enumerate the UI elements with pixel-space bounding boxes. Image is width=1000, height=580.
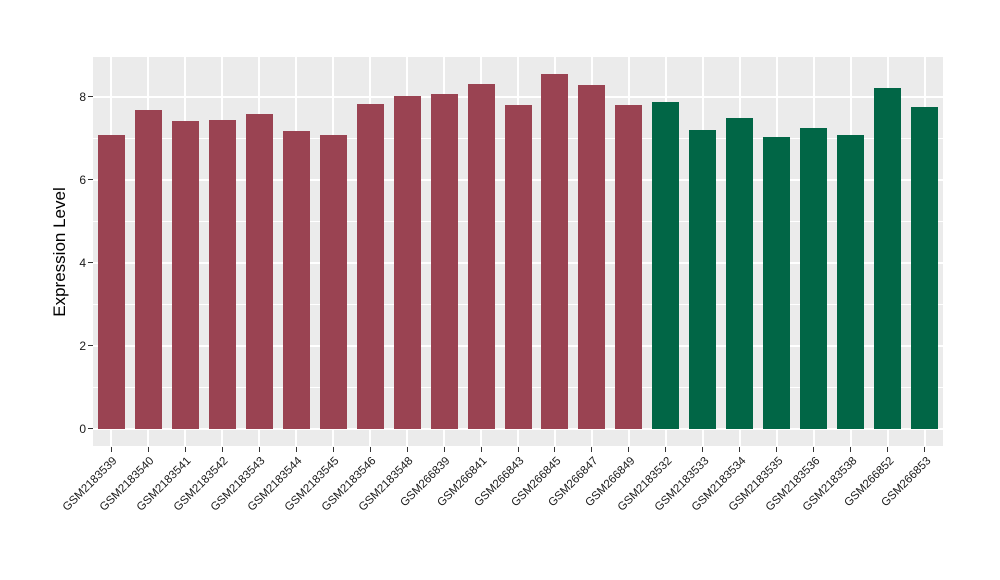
bar-GSM266853	[911, 107, 939, 429]
bar-GSM266852	[874, 87, 902, 429]
x-tick-mark	[517, 447, 519, 452]
y-tick-label: 6	[79, 172, 86, 187]
y-tick-label: 2	[79, 338, 86, 353]
bar-GSM2183539	[97, 135, 125, 429]
x-tick-mark	[258, 447, 260, 452]
bar-GSM2183533	[689, 130, 717, 429]
bar-GSM2183544	[282, 130, 310, 429]
bar-GSM266839	[430, 94, 458, 429]
x-tick-mark	[813, 447, 815, 452]
y-tick-label: 4	[79, 255, 86, 270]
x-tick-mark	[665, 447, 667, 452]
bar-GSM266841	[467, 83, 495, 429]
x-tick-mark	[554, 447, 556, 452]
bar-GSM2183548	[393, 95, 421, 429]
x-tick-mark	[739, 447, 741, 452]
bar-GSM2183532	[652, 101, 680, 429]
x-tick-mark	[184, 447, 186, 452]
x-tick-mark	[443, 447, 445, 452]
bar-GSM2183543	[245, 113, 273, 429]
x-tick-mark	[887, 447, 889, 452]
bar-GSM2183536	[800, 128, 828, 429]
bar-GSM2183546	[356, 104, 384, 429]
x-tick-mark	[850, 447, 852, 452]
y-tick-mark	[88, 428, 93, 430]
bar-GSM2183534	[726, 118, 754, 429]
bar-GSM266845	[541, 74, 569, 429]
bar-GSM2183541	[171, 120, 199, 429]
x-tick-mark	[110, 447, 112, 452]
bar-GSM2183542	[208, 119, 236, 429]
y-tick-mark	[88, 262, 93, 264]
y-axis-title: Expression Level	[50, 187, 69, 317]
y-tick-mark	[88, 96, 93, 98]
bar-GSM2183538	[837, 135, 865, 429]
y-tick-mark	[88, 345, 93, 347]
x-tick-mark	[480, 447, 482, 452]
x-tick-mark	[591, 447, 593, 452]
y-tick-label: 8	[79, 89, 86, 104]
bar-GSM2183540	[134, 109, 162, 429]
x-tick-mark	[369, 447, 371, 452]
y-tick-label: 0	[79, 421, 86, 436]
bar-GSM266843	[504, 105, 532, 429]
bar-GSM266849	[615, 105, 643, 429]
bar-GSM266847	[578, 85, 606, 429]
x-tick-mark	[924, 447, 926, 452]
x-tick-mark	[295, 447, 297, 452]
x-tick-mark	[332, 447, 334, 452]
x-tick-mark	[702, 447, 704, 452]
plot-panel	[93, 57, 943, 446]
x-tick-mark	[776, 447, 778, 452]
x-tick-mark	[406, 447, 408, 452]
bar-GSM2183545	[319, 134, 347, 429]
x-tick-mark	[221, 447, 223, 452]
bar-GSM2183535	[763, 137, 791, 429]
y-tick-mark	[88, 179, 93, 181]
x-tick-mark	[628, 447, 630, 452]
x-tick-mark	[147, 447, 149, 452]
